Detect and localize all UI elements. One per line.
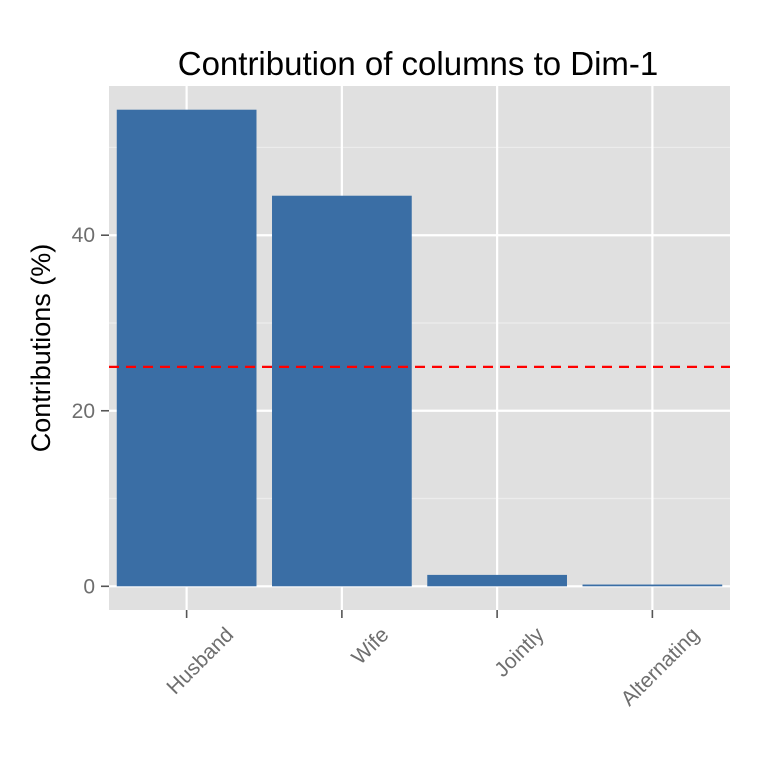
chart-title: Contribution of columns to Dim-1 (178, 45, 659, 82)
x-axis-ticks: Husband Wife Jointly Alternating (162, 610, 704, 711)
y-tick-label: 40 (72, 224, 95, 247)
x-tick-label-husband: Husband (162, 623, 238, 699)
y-tick-label: 20 (72, 400, 95, 423)
x-tick-label-jointly: Jointly (490, 623, 549, 682)
y-axis-title: Contributions (%) (26, 244, 56, 453)
bar-husband (116, 109, 257, 587)
bar-jointly (427, 574, 567, 587)
y-axis-ticks: 0 20 40 (72, 224, 109, 598)
bars (116, 109, 723, 587)
x-tick-label-wife: Wife (347, 623, 393, 669)
y-tick-label: 0 (83, 575, 95, 598)
bar-alternating (582, 584, 723, 587)
bar-wife (272, 195, 412, 587)
x-tick-label-alternating: Alternating (617, 623, 704, 710)
